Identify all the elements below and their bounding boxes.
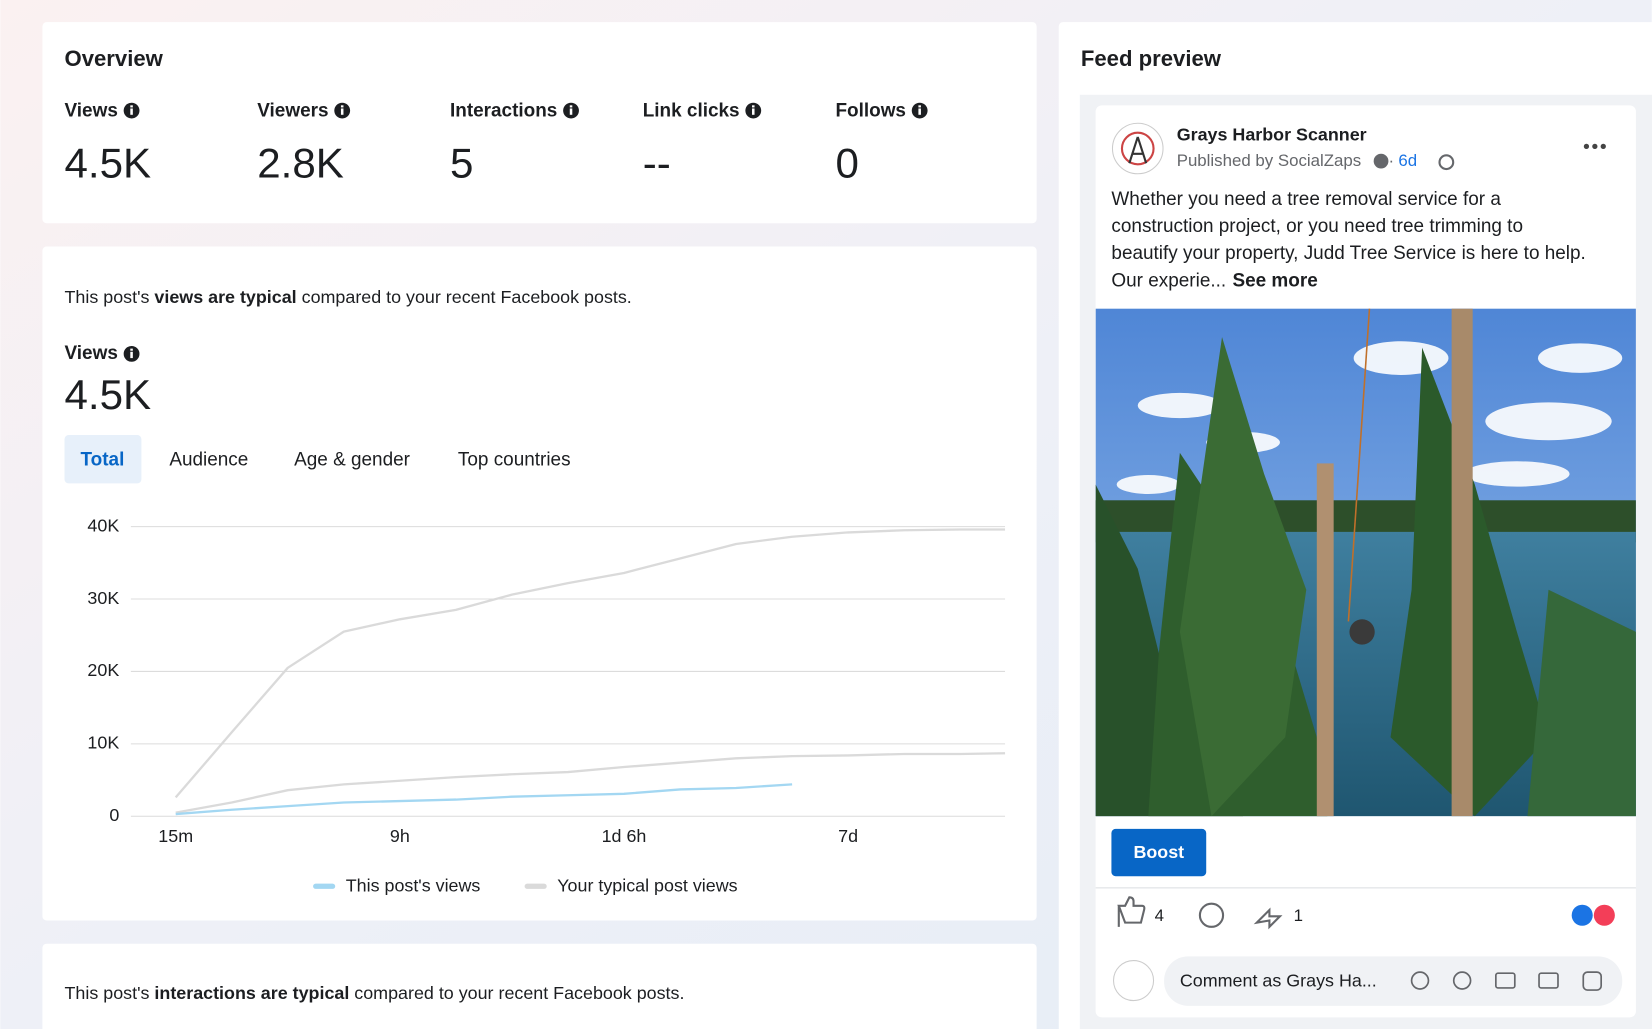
views-card [42,246,1037,921]
metric-label: Interactions [450,101,557,122]
globe-icon [1438,154,1455,171]
chart: 0 10K 20K 30K 40K 15m 9h 1d 6h 7d This post's vie… [87,515,1006,896]
metric-label: Follows [835,101,906,122]
legend-swatch[interactable] [313,883,336,889]
post-meta: Published by SocialZaps · 6d [1177,152,1417,171]
active-tab-bg [64,434,142,484]
summary-suffix: compared to your recent Facebook posts. [349,983,684,1003]
interactions-summary: This post's interactions are typical com… [65,983,685,1003]
info-icon-dot [569,105,573,108]
metric-value: 2.8K [257,140,344,187]
y-tick-label: 40K [87,515,119,535]
metrics: Views 4.5K Viewers 2.8K Interactions 5 Link cl… [65,101,928,187]
help-icon[interactable] [1373,153,1389,169]
overview-title: Overview [65,46,164,71]
comment-box[interactable] [1164,956,1623,1006]
series-line [174,528,1006,799]
tabs: Total Audience Age & gender Top countries [81,449,571,470]
interactions-card [42,943,1037,1034]
comment-avatar [1113,960,1155,1002]
info-icon-mark [130,108,133,115]
overview-card [42,22,1037,224]
summary-suffix: compared to your recent Facebook posts. [297,287,632,307]
body-line: Our experie... [1111,270,1226,291]
like-count: 4 [1155,906,1164,925]
summary-prefix: This post's [65,983,155,1003]
boost-button[interactable] [1111,828,1207,877]
legend-swatch[interactable] [524,883,547,889]
info-icon-mark [752,108,755,115]
metric-value: 5 [450,140,473,187]
like-icon[interactable] [1117,896,1146,927]
metric-label: Views [65,101,118,122]
see-more[interactable]: See more [1232,270,1317,291]
info-icon-dot [130,348,133,351]
info-icon-dot [340,105,344,108]
tab[interactable]: Total [81,449,125,470]
avatar [1111,122,1164,175]
info-icon-mark [569,108,573,115]
y-tick-label: 10K [87,733,119,753]
x-tick-label: 7d [838,826,858,846]
tab[interactable]: Age & gender [294,449,410,470]
views-value: 4.5K [65,371,152,418]
x-tick-label: 15m [158,826,193,846]
summary-bold: views are typical [154,287,296,307]
post-photo [1095,308,1636,817]
info-icon-mark [918,108,921,115]
metric-value: -- [643,140,671,187]
share-count: 1 [1294,906,1303,925]
post-time[interactable]: 6d [1398,152,1417,171]
like-reaction [1571,904,1593,926]
series-line [175,783,793,816]
summary-prefix: This post's [65,287,155,307]
tab[interactable]: Top countries [458,449,571,470]
feed-title: Feed preview [1081,46,1222,71]
metric-value: 0 [835,140,858,187]
body-line: construction project, or you need tree t… [1111,216,1523,237]
series-line [175,752,1006,814]
info-icon-mark [130,351,133,359]
published-by: Published by SocialZaps [1177,152,1361,171]
comment-tools[interactable] [1410,971,1603,991]
comment-icon[interactable] [1198,902,1225,928]
body-line: Whether you need a tree removal service … [1111,189,1501,210]
body-line: beautify your property, Judd Tree Servic… [1111,243,1585,264]
legend-label[interactable]: This post's views [346,876,481,896]
info-icon-mark [340,108,344,115]
separator: · [1389,152,1395,171]
y-tick-label: 20K [87,660,119,680]
legend-label[interactable]: Your typical post views [557,876,737,896]
metric-value: 4.5K [65,140,152,187]
metric-label: Viewers [257,101,328,122]
y-tick-label: 30K [87,588,119,608]
boost-label: Boost [1133,842,1184,862]
more-menu[interactable] [1583,143,1606,150]
x-tick-label: 1d 6h [602,826,647,846]
info-icon-dot [918,105,921,108]
info-icon-dot [130,105,133,108]
views-label: Views [65,343,118,364]
info-icon-dot [752,105,755,108]
y-tick-label: 0 [109,805,119,825]
avatar-tower [1128,136,1148,164]
page-name[interactable]: Grays Harbor Scanner [1177,125,1367,145]
x-tick-label: 9h [390,826,410,846]
metric-label: Link clicks [643,101,740,122]
views-summary: This post's views are typical compared t… [65,287,632,307]
summary-bold: interactions are typical [154,983,349,1003]
comment-placeholder: Comment as Grays Ha... [1180,970,1377,990]
share-icon[interactable] [1253,907,1283,930]
post-body: Whether you need a tree removal service … [1111,189,1585,291]
tab[interactable]: Audience [169,449,248,470]
avatar-logo [1120,131,1155,166]
love-reaction [1593,904,1615,926]
